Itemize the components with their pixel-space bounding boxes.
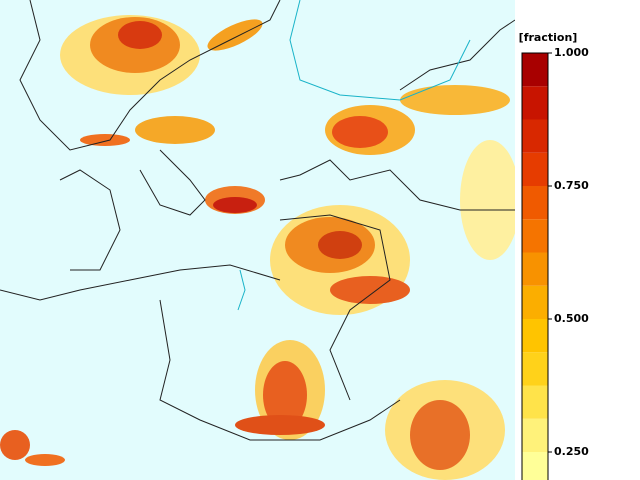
colorbar-segment (522, 86, 548, 120)
colorbar-segment (522, 385, 548, 419)
coastlines (0, 0, 516, 441)
colorbar-segment (522, 186, 548, 220)
colorbar-tick-label: 1.000 (554, 46, 589, 59)
colorbar-tick-label: 0.250 (554, 445, 589, 458)
colorbar-segment (522, 352, 548, 386)
field-overlay (0, 15, 520, 480)
colorbar-segment (522, 418, 548, 452)
colorbar-tick-label: 0.500 (554, 312, 589, 325)
colorbar-tick-label: 0.750 (554, 179, 589, 192)
colorbar-segment (522, 252, 548, 286)
colorbar-segment (522, 219, 548, 253)
colorbar-frame (521, 52, 549, 480)
colorbar-segment (522, 285, 548, 319)
colorbar-label: [fraction] (519, 31, 578, 44)
colorbar-segment (522, 152, 548, 186)
colorbar-segment (522, 53, 548, 87)
colorbar-segment (522, 452, 548, 480)
colorbar-segment (522, 319, 548, 353)
colorbar-segment (522, 119, 548, 153)
